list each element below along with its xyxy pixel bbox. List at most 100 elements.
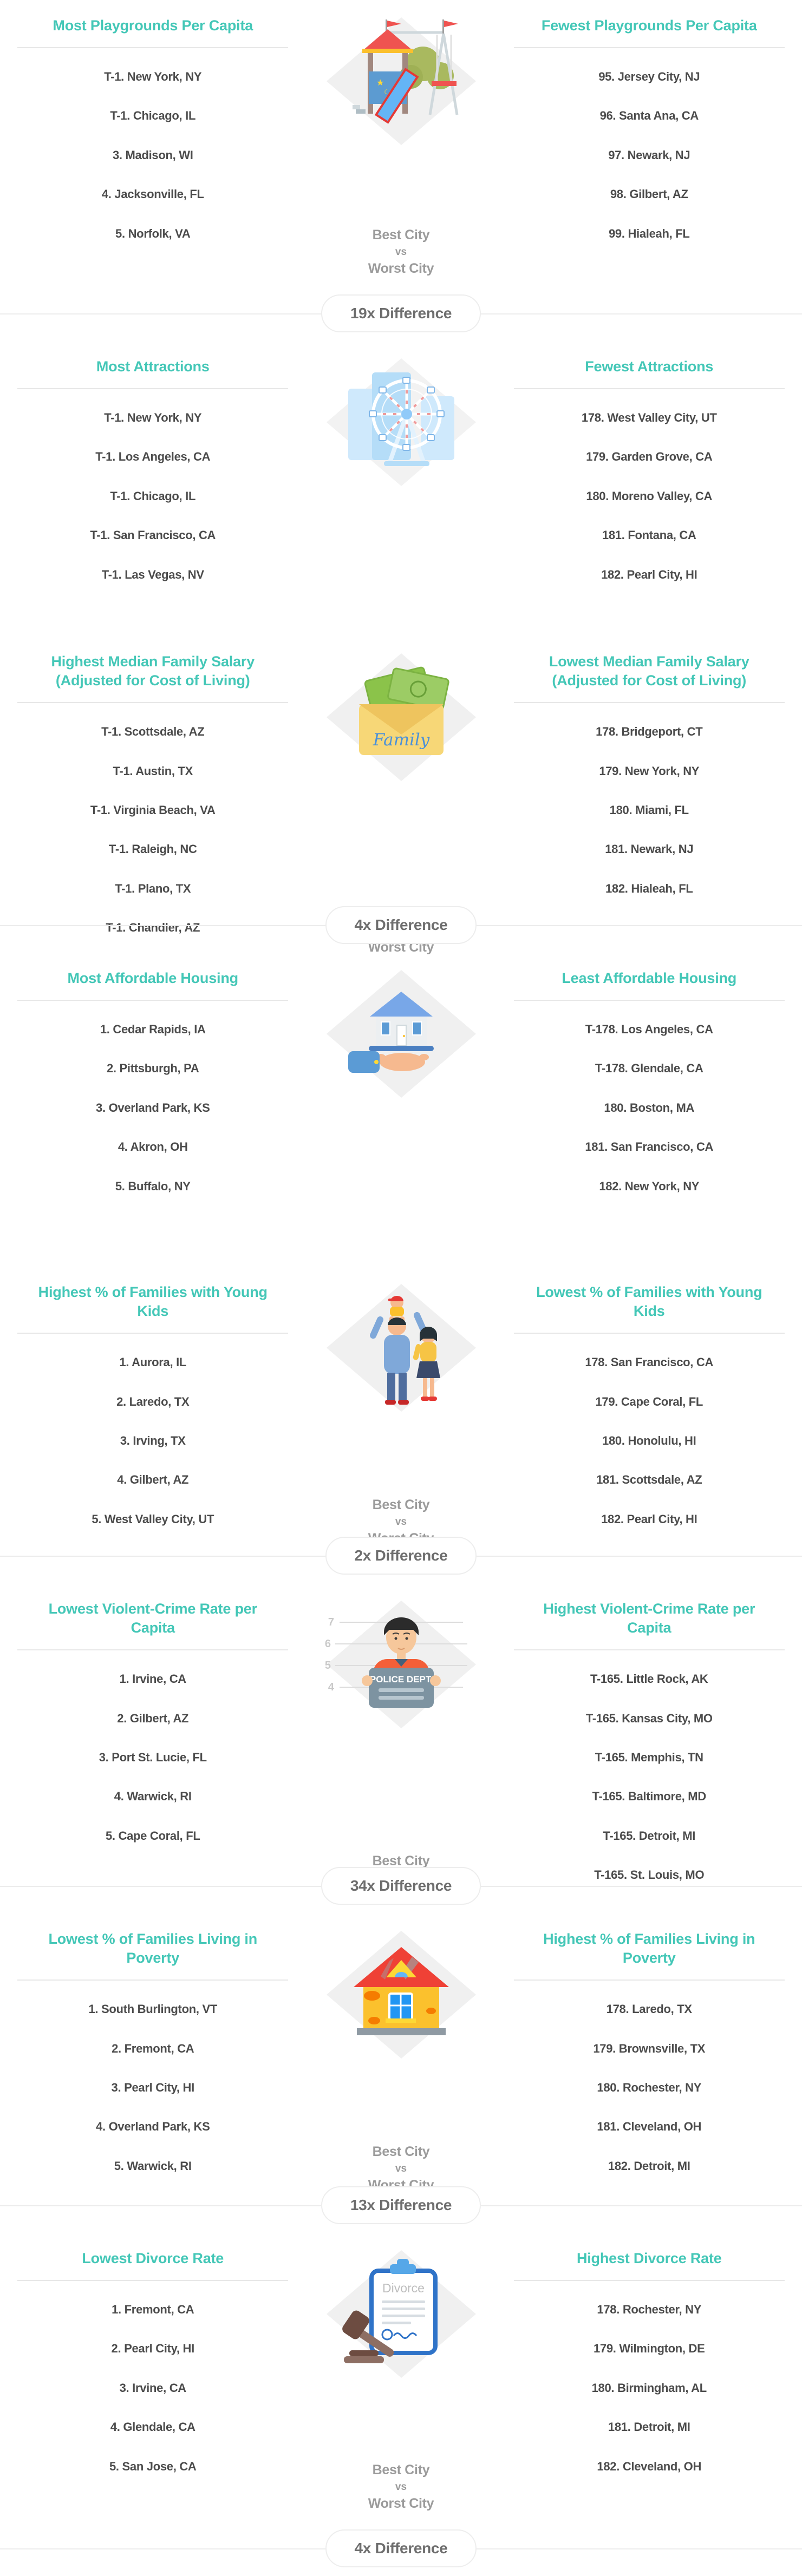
vs-label: vs [395,2481,407,2493]
difference-badge: 4x Difference [325,2529,477,2567]
rank-item: 2. Laredo, TX [116,1394,190,1408]
best-column: Lowest Divorce Rate 1. Fremont, CA 2. Pea… [8,2249,298,2516]
rank-item: 1. Fremont, CA [112,2303,194,2317]
rank-item: 179. Garden Grove, CA [586,450,713,464]
rank-item: 182. Detroit, MI [608,2159,690,2173]
difference-row: 4x Difference [0,905,802,945]
ferris-wheel-icon [326,358,476,486]
rank-item: 4. Akron, OH [118,1140,188,1154]
rank-item: 3. Irving, TX [120,1433,186,1447]
best-column: Highest % of Families with Young Kids 1.… [8,1283,298,1551]
title-divider [513,2280,785,2282]
rank-item: T-1. Austin, TX [113,764,193,778]
worst-column-title: Highest % of Families Living in Poverty [543,1931,755,1967]
rank-item: 3. Irvine, CA [119,2381,187,2395]
rank-item: 5. Norfolk, VA [115,226,191,240]
worst-rank-list: 178. Rochester, NY 179. Wilmington, DE 180… [592,2303,707,2499]
icon-holder [315,1930,488,2065]
best-column-title: Most Attractions [96,358,210,375]
rank-item: 5. San Jose, CA [109,2459,197,2473]
title-divider [513,388,785,390]
rank-item: 3. Madison, WI [112,148,193,162]
svg-text:5: 5 [324,1660,330,1672]
center-column [298,357,504,625]
rank-item: T-1. New York, NY [104,70,202,84]
rank-item: 99. Hialeah, FL [608,226,690,240]
worst-column: Highest Violent-Crime Rate per Capita T-… [504,1600,795,1908]
poverty-house-icon [326,1931,476,2059]
svg-text:★: ★ [376,78,384,88]
rank-item: 3. Port St. Lucie, FL [99,1750,207,1764]
playground-icon: ★ ★ ☾ [326,17,476,145]
rank-item: 178. Rochester, NY [597,2303,702,2317]
rank-item: 5. West Valley City, UT [92,1512,214,1526]
title-divider [17,1649,289,1651]
rank-item: 178. San Francisco, CA [585,1355,714,1369]
rank-item: 181. Scottsdale, AZ [596,1473,702,1487]
rank-item: 2. Pittsburgh, PA [106,1061,199,1076]
rank-item: 180. Miami, FL [609,803,689,817]
section-divorce: Lowest Divorce Rate 1. Fremont, CA 2. Pea… [0,2233,802,2576]
rank-item: 5. Warwick, RI [114,2159,192,2173]
best-column-title: Most Affordable Housing [67,970,239,986]
rank-item: T-1. Virginia Beach, VA [90,803,216,817]
icon-holder: Divorce [315,2249,488,2384]
rank-item: T-1. Los Angeles, CA [95,450,211,464]
rank-item: T-1. San Francisco, CA [90,528,216,542]
worst-rank-list: 178. San Francisco, CA 179. Cape Coral, F… [585,1355,713,1551]
center-column: Divorce Best City vs Worst City [298,2249,504,2516]
center-column: Best City vs Worst City [298,1283,504,1551]
vs-label: vs [395,2162,407,2174]
best-column-title: Highest Median Family Salary (Adjusted f… [51,653,255,689]
rank-item: 4. Jacksonville, FL [101,187,204,201]
best-column: Lowest Violent-Crime Rate per Capita 1. … [8,1600,298,1908]
rank-item: 98. Gilbert, AZ [610,187,688,201]
best-rank-list: 1. Irvine, CA 2. Gilbert, AZ 3. Port St. L… [99,1672,207,1868]
best-rank-list: 1. Cedar Rapids, IA 2. Pittsburgh, PA 3. O… [96,1022,210,1218]
rank-item: 4. Gilbert, AZ [117,1473,189,1487]
rank-item: 180. Rochester, NY [597,2080,702,2094]
rank-item: 3. Overland Park, KS [96,1100,210,1115]
best-rank-list: 1. South Burlington, VT 2. Fremont, CA 3. … [88,2002,217,2198]
difference-row: 4x Difference [0,2528,802,2568]
best-column-title: Most Playgrounds Per Capita [53,17,253,34]
best-rank-list: 1. Aurora, IL 2. Laredo, TX 3. Irving, TX 4… [92,1355,214,1551]
difference-badge: 19x Difference [321,294,481,332]
rank-item: 1. Aurora, IL [119,1355,187,1369]
title-divider [513,1979,785,1981]
rank-item: 95. Jersey City, NJ [598,70,700,84]
worst-rank-list: 178. West Valley City, UT 179. Garden Gro… [582,411,717,607]
worst-column: Least Affordable Housing T-178. Los Ange… [504,969,795,1256]
rank-item: T-165. Detroit, MI [603,1828,696,1843]
rank-item: 181. Detroit, MI [608,2420,690,2434]
rank-item: 4. Overland Park, KS [96,2120,210,2134]
rank-item: 3. Pearl City, HI [111,2080,195,2094]
best-vs-worst-label: Best City vs Worst City [368,2461,434,2513]
rank-item: 182. Pearl City, HI [601,1512,697,1526]
difference-row: 19x Difference [0,293,802,333]
best-column: Most Playgrounds Per Capita T-1. New Yor… [8,16,298,281]
best-city-label: Best City [372,1853,430,1869]
rank-item: 96. Santa Ana, CA [599,109,699,123]
worst-column-title: Fewest Attractions [585,358,714,375]
rank-item: 97. Newark, NJ [608,148,690,162]
rank-item: 182. New York, NY [599,1179,700,1193]
rank-item: T-1. Las Vegas, NV [101,567,204,581]
rank-item: T-165. Memphis, TN [595,1750,703,1764]
worst-column: Fewest Playgrounds Per Capita 95. Jersey… [504,16,795,281]
worst-rank-list: 178. Laredo, TX 179. Brownsville, TX 180. … [593,2002,705,2198]
rank-item: 180. Boston, MA [604,1100,695,1115]
vs-label: vs [395,1516,407,1528]
best-vs-worst-label: Best City vs Worst City [368,226,434,278]
rank-item: T-1. Chicago, IL [110,109,196,123]
icon-holder: Family [315,652,488,788]
worst-column: Highest Divorce Rate 178. Rochester, NY 1… [504,2249,795,2516]
best-rank-list: T-1. New York, NY T-1. Chicago, IL 3. Madi… [102,70,204,266]
icon-holder [315,357,488,493]
section-playgrounds: Most Playgrounds Per Capita T-1. New Yor… [0,0,802,341]
title-divider [17,1000,289,1001]
section-attractions: Most Attractions T-1. New York, NY T-1. L… [0,341,802,636]
rank-item: 178. Bridgeport, CT [596,725,703,739]
best-column-title: Lowest % of Families Living in Poverty [48,1931,258,1967]
center-column: 7 6 5 4 POLICE DEPT. Best City vs Worst … [298,1600,504,1908]
